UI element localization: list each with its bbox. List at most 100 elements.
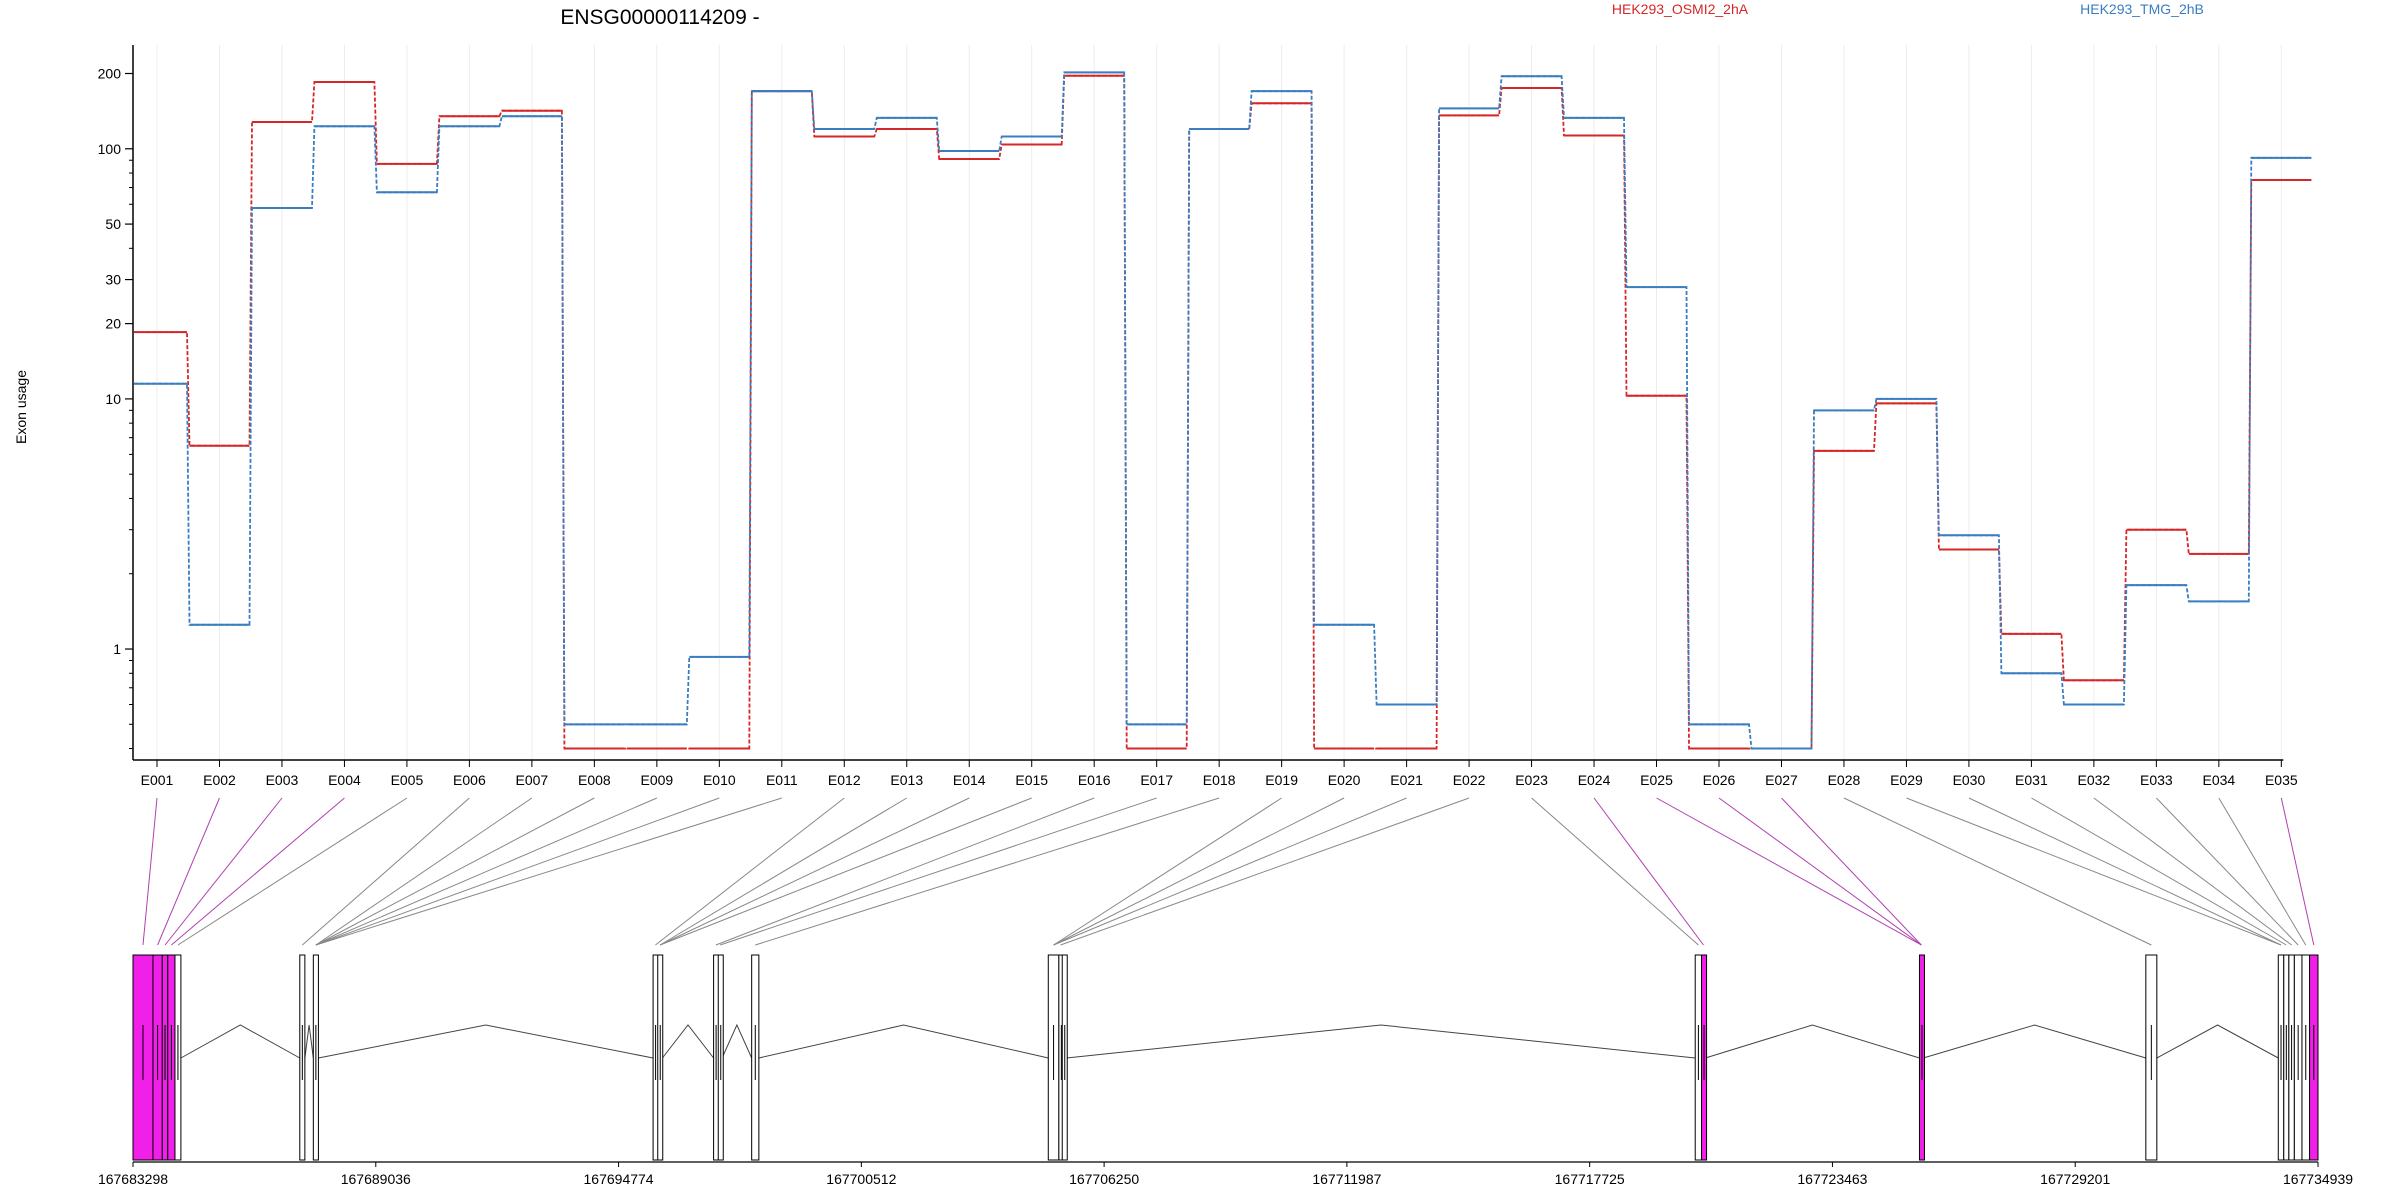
- x-tick-label: E031: [2015, 772, 2048, 788]
- x-tick-label: E027: [1765, 772, 1798, 788]
- genomic-tick-label: 167683298: [98, 1171, 168, 1187]
- series-lines: [134, 71, 2312, 750]
- genomic-tick-label: 167734939: [2283, 1171, 2353, 1187]
- exon-connector: [1968, 797, 2282, 946]
- exon-connector: [315, 797, 595, 946]
- exon-connector: [1531, 797, 1699, 946]
- x-tick-label: E035: [2265, 772, 2298, 788]
- exon-connector: [142, 797, 158, 946]
- exon-connector: [2280, 797, 2315, 946]
- y-tick-label: 100: [98, 141, 122, 157]
- x-tick-label: E006: [453, 772, 486, 788]
- intron: [721, 1023, 753, 1059]
- exon-connectors: [142, 797, 2315, 946]
- x-tick-label: E017: [1140, 772, 1173, 788]
- exon-connector: [315, 797, 782, 946]
- exon-connector: [164, 797, 283, 946]
- exon-connector: [659, 797, 970, 946]
- x-tick-label: E016: [1078, 772, 1111, 788]
- series-line-1: [134, 74, 2312, 750]
- genomic-tick-label: 167694774: [584, 1171, 654, 1187]
- x-axis: E001 E002 E003 E004 E005 E006 E007 E008 E009 E010…: [133, 759, 2298, 788]
- exon-connector: [755, 797, 1220, 946]
- exon-connector: [2031, 797, 2287, 946]
- exon-connector: [1718, 797, 1922, 946]
- intron: [1705, 1024, 1920, 1059]
- genomic-tick-label: 167700512: [826, 1171, 896, 1187]
- exon-connector: [177, 797, 408, 946]
- x-tick-label: E020: [1328, 772, 1361, 788]
- exon-connector: [1053, 797, 1282, 946]
- x-tick-label: E009: [640, 772, 673, 788]
- y-tick-label: 1: [113, 641, 121, 657]
- x-tick-label: E022: [1453, 772, 1486, 788]
- x-tick-label: E021: [1390, 772, 1423, 788]
- x-tick-label: E015: [1015, 772, 1048, 788]
- x-tick-label: E024: [1578, 772, 1611, 788]
- vertical-grid: [156, 45, 2282, 760]
- genomic-tick-label: 167717725: [1555, 1171, 1625, 1187]
- series-line-2: [134, 71, 2312, 750]
- intron: [2156, 1024, 2279, 1059]
- gene-model: [132, 954, 2319, 1161]
- genomic-tick-label: 167689036: [341, 1171, 411, 1187]
- genomic-tick-label: 167729201: [2040, 1171, 2110, 1187]
- x-tick-label: E007: [516, 772, 549, 788]
- exon-connector: [719, 797, 1157, 946]
- x-tick-label: E004: [328, 772, 361, 788]
- y-tick-label: 200: [98, 65, 122, 81]
- intron: [1923, 1024, 2146, 1059]
- exon-connector: [1060, 797, 1470, 946]
- x-tick-label: E026: [1703, 772, 1736, 788]
- exon-connector: [157, 797, 220, 946]
- exon-connector: [315, 797, 533, 946]
- exon-connector: [2156, 797, 2299, 946]
- exon-connector: [1593, 797, 1704, 946]
- exon-connector: [1906, 797, 2282, 946]
- x-tick-label: E001: [141, 772, 174, 788]
- chart-title: ENSG00000114209 -: [560, 6, 759, 29]
- intron: [1066, 1024, 1696, 1059]
- exon-connector: [659, 797, 908, 946]
- exon-connector: [1843, 797, 2152, 946]
- legend-series-2: HEK293_TMG_2hB: [2080, 1, 2204, 17]
- intron: [318, 1024, 654, 1059]
- y-axis: 1 10 20 30 50 100 200: [98, 45, 134, 760]
- x-tick-label: E008: [578, 772, 611, 788]
- exon-connector: [315, 797, 658, 946]
- exon-connector: [171, 797, 345, 946]
- intron: [662, 1024, 714, 1059]
- y-axis-label: Exon usage: [13, 370, 29, 444]
- exon-connector: [2218, 797, 2307, 946]
- x-tick-label: E028: [1828, 772, 1861, 788]
- x-tick-label: E032: [2078, 772, 2111, 788]
- x-tick-label: E018: [1203, 772, 1236, 788]
- exon-connector: [1053, 797, 1407, 946]
- exon-connector: [1781, 797, 1922, 946]
- x-tick-label: E011: [766, 772, 798, 788]
- exon-connector: [655, 797, 845, 946]
- intron: [304, 1024, 314, 1059]
- x-tick-label: E002: [203, 772, 236, 788]
- x-tick-label: E013: [890, 772, 923, 788]
- x-tick-label: E014: [953, 772, 986, 788]
- x-tick-label: E005: [391, 772, 424, 788]
- exon-connector: [715, 797, 1095, 946]
- x-tick-label: E034: [2202, 772, 2235, 788]
- genomic-tick-label: 167706250: [1069, 1171, 1139, 1187]
- intron: [758, 1024, 1049, 1059]
- y-tick-label: 10: [105, 391, 121, 407]
- y-tick-label: 50: [105, 216, 121, 232]
- genomic-tick-label: 167723463: [1797, 1171, 1867, 1187]
- genomic-axis: 167683298 167689036 167694774 167700512 1677…: [98, 1161, 2353, 1187]
- x-tick-label: E029: [1890, 772, 1923, 788]
- genomic-tick-label: 167711987: [1312, 1171, 1381, 1187]
- exon-connector: [1053, 797, 1345, 946]
- y-tick-label: 20: [105, 316, 121, 332]
- x-tick-label: E033: [2140, 772, 2173, 788]
- legend-series-1: HEK293_OSMI2_2hA: [1612, 1, 1749, 17]
- x-tick-label: E003: [266, 772, 299, 788]
- intron: [180, 1024, 301, 1059]
- exon-connector: [315, 797, 720, 946]
- x-tick-label: E023: [1515, 772, 1548, 788]
